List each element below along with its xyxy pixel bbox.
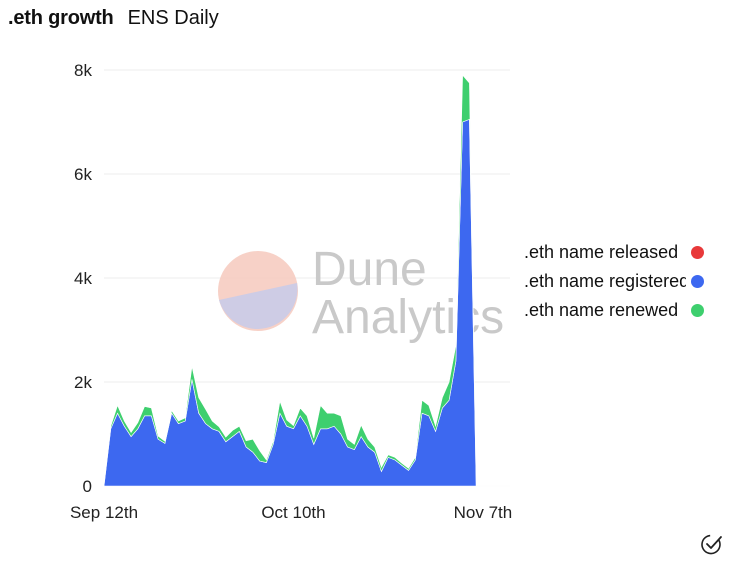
legend-color-dot: [691, 304, 704, 317]
chart-title: .eth growth: [8, 7, 114, 29]
stacked-areas: [103, 74, 510, 487]
y-axis: 0 2k 4k 6k 8k: [74, 61, 92, 496]
legend-label: .eth name released: [524, 242, 679, 262]
x-axis: Sep 12th Oct 10th Nov 7th: [70, 503, 512, 522]
legend-color-dot: [691, 246, 704, 259]
y-tick-label: 2k: [74, 373, 92, 392]
watermark-line2: Analytics: [312, 291, 504, 344]
y-tick-label: 8k: [74, 61, 92, 80]
legend-item[interactable]: .eth name registered: [524, 267, 730, 296]
chart-header: .eth growth ENS Daily: [8, 7, 219, 35]
x-tick-label: Oct 10th: [261, 503, 325, 522]
legend-item[interactable]: .eth name renewed: [524, 296, 730, 325]
legend: .eth name released .eth name registered .e…: [524, 238, 730, 325]
x-tick-label: Sep 12th: [70, 503, 138, 522]
watermark-logo-bottom: [219, 283, 298, 329]
y-tick-label: 0: [83, 477, 92, 496]
legend-color-dot: [691, 275, 704, 288]
chart-subtitle: ENS Daily: [127, 7, 219, 29]
legend-label: .eth name registered: [524, 271, 686, 291]
watermark-line1: Dune: [312, 243, 427, 296]
x-tick-label: Nov 7th: [454, 503, 513, 522]
y-tick-label: 6k: [74, 165, 92, 184]
legend-label: .eth name renewed: [524, 300, 679, 320]
check-circle-icon[interactable]: [700, 532, 724, 556]
y-tick-label: 4k: [74, 269, 92, 288]
area-series-3[interactable]: [103, 74, 510, 487]
legend-item[interactable]: .eth name released: [524, 238, 730, 267]
